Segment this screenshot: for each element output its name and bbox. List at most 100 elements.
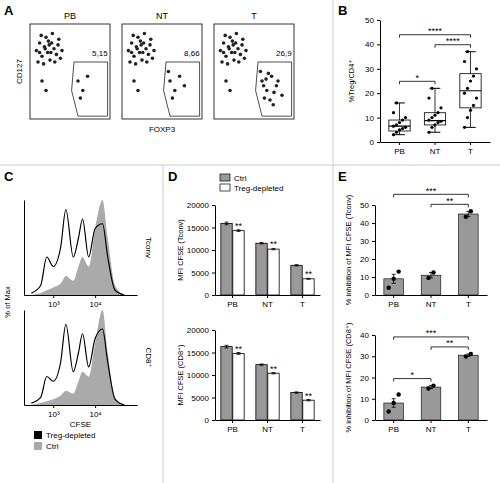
point xyxy=(272,91,276,95)
point xyxy=(395,123,398,126)
area xyxy=(31,200,124,295)
point xyxy=(224,79,228,83)
point xyxy=(224,55,228,59)
tick-mark xyxy=(377,69,380,70)
point xyxy=(386,286,390,290)
tick: PB xyxy=(388,420,399,434)
point xyxy=(55,53,59,57)
point xyxy=(39,34,43,38)
tick-label: 0 xyxy=(205,291,210,300)
significance-label: ** xyxy=(446,338,454,348)
chart-scatter: A5,15PBCD127 xyxy=(4,3,110,119)
point xyxy=(469,109,472,112)
axis: PBNTT xyxy=(376,295,488,309)
point xyxy=(183,84,187,88)
box xyxy=(424,113,445,125)
gate-label: 26,9 xyxy=(276,49,292,58)
tick-mark xyxy=(212,375,215,376)
panel-borders xyxy=(0,0,500,483)
tick: 50 xyxy=(365,16,380,25)
point xyxy=(275,84,279,88)
tick-label: 50 xyxy=(360,201,369,210)
point xyxy=(167,70,171,74)
point xyxy=(52,47,56,51)
chart-title: NT xyxy=(156,11,168,21)
chart-area: 10³10⁴CD8⁺CFSETreg-depletedCtrl xyxy=(25,310,154,451)
tick: T xyxy=(466,295,471,309)
tick: 5000 xyxy=(191,394,215,403)
tick-mark xyxy=(212,205,215,206)
tick: T xyxy=(300,420,305,434)
point xyxy=(135,47,139,51)
legend-label: Treg-depleted xyxy=(46,431,96,440)
significance-label: ** xyxy=(305,269,313,279)
point xyxy=(233,51,237,55)
point xyxy=(241,37,245,41)
point xyxy=(220,60,224,64)
point xyxy=(271,103,275,107)
tick: NT xyxy=(430,142,441,156)
tick-label: 10000 xyxy=(187,246,210,255)
point xyxy=(173,89,177,93)
y-axis-title: % inhibition of MFI CFSE (Tconv) xyxy=(344,194,353,305)
point xyxy=(267,72,271,76)
gate-label: 5,15 xyxy=(92,49,108,58)
axis-line xyxy=(215,331,216,421)
point xyxy=(463,92,466,95)
tick-mark xyxy=(431,295,432,298)
significance-label: ** xyxy=(305,391,313,401)
tick-mark xyxy=(372,259,375,260)
tick: 0 xyxy=(365,416,375,425)
gate xyxy=(164,62,200,116)
point xyxy=(136,89,140,93)
bar xyxy=(221,223,232,295)
point xyxy=(464,215,468,219)
axis: 010203040 xyxy=(360,331,375,425)
tick-label: T xyxy=(468,147,473,156)
point xyxy=(178,74,182,78)
tick-label: NT xyxy=(262,300,273,309)
whisker-cap xyxy=(465,127,476,128)
bar xyxy=(459,355,479,420)
point xyxy=(469,352,473,356)
tick-mark xyxy=(212,250,215,251)
axis-line xyxy=(24,201,25,296)
point xyxy=(265,89,269,93)
point xyxy=(130,51,134,55)
gate xyxy=(72,62,108,116)
tick-label: 30 xyxy=(360,237,369,246)
y-axis-title: MFI CFSE (CD8⁺) xyxy=(176,344,185,406)
tick-mark xyxy=(393,420,394,423)
tick: PB xyxy=(227,295,238,309)
bars xyxy=(221,345,314,420)
point xyxy=(398,121,401,124)
point xyxy=(427,96,430,99)
y-axis-title: CD127 xyxy=(15,59,24,84)
tick-label: 15000 xyxy=(187,349,210,358)
tick-mark xyxy=(377,20,380,21)
point xyxy=(466,116,469,119)
tick-label: 15000 xyxy=(187,224,210,233)
point xyxy=(136,36,140,40)
tick-mark xyxy=(212,420,215,421)
point xyxy=(81,89,85,93)
point xyxy=(240,43,244,47)
legend-label: Ctrl xyxy=(234,174,247,183)
point xyxy=(231,43,235,47)
point xyxy=(386,409,390,413)
point xyxy=(57,37,61,41)
tick: PB xyxy=(227,420,238,434)
tick-mark xyxy=(53,405,54,408)
point xyxy=(147,53,151,57)
tick-mark xyxy=(302,295,303,298)
panel-border xyxy=(333,0,334,483)
point xyxy=(243,56,247,60)
point xyxy=(56,43,60,47)
tick-mark xyxy=(267,420,268,423)
panel-border xyxy=(0,165,500,166)
tick-label: 10³ xyxy=(48,410,60,419)
bar xyxy=(268,249,279,295)
point xyxy=(270,74,274,78)
point xyxy=(475,96,478,99)
tick: 15000 xyxy=(187,349,215,358)
